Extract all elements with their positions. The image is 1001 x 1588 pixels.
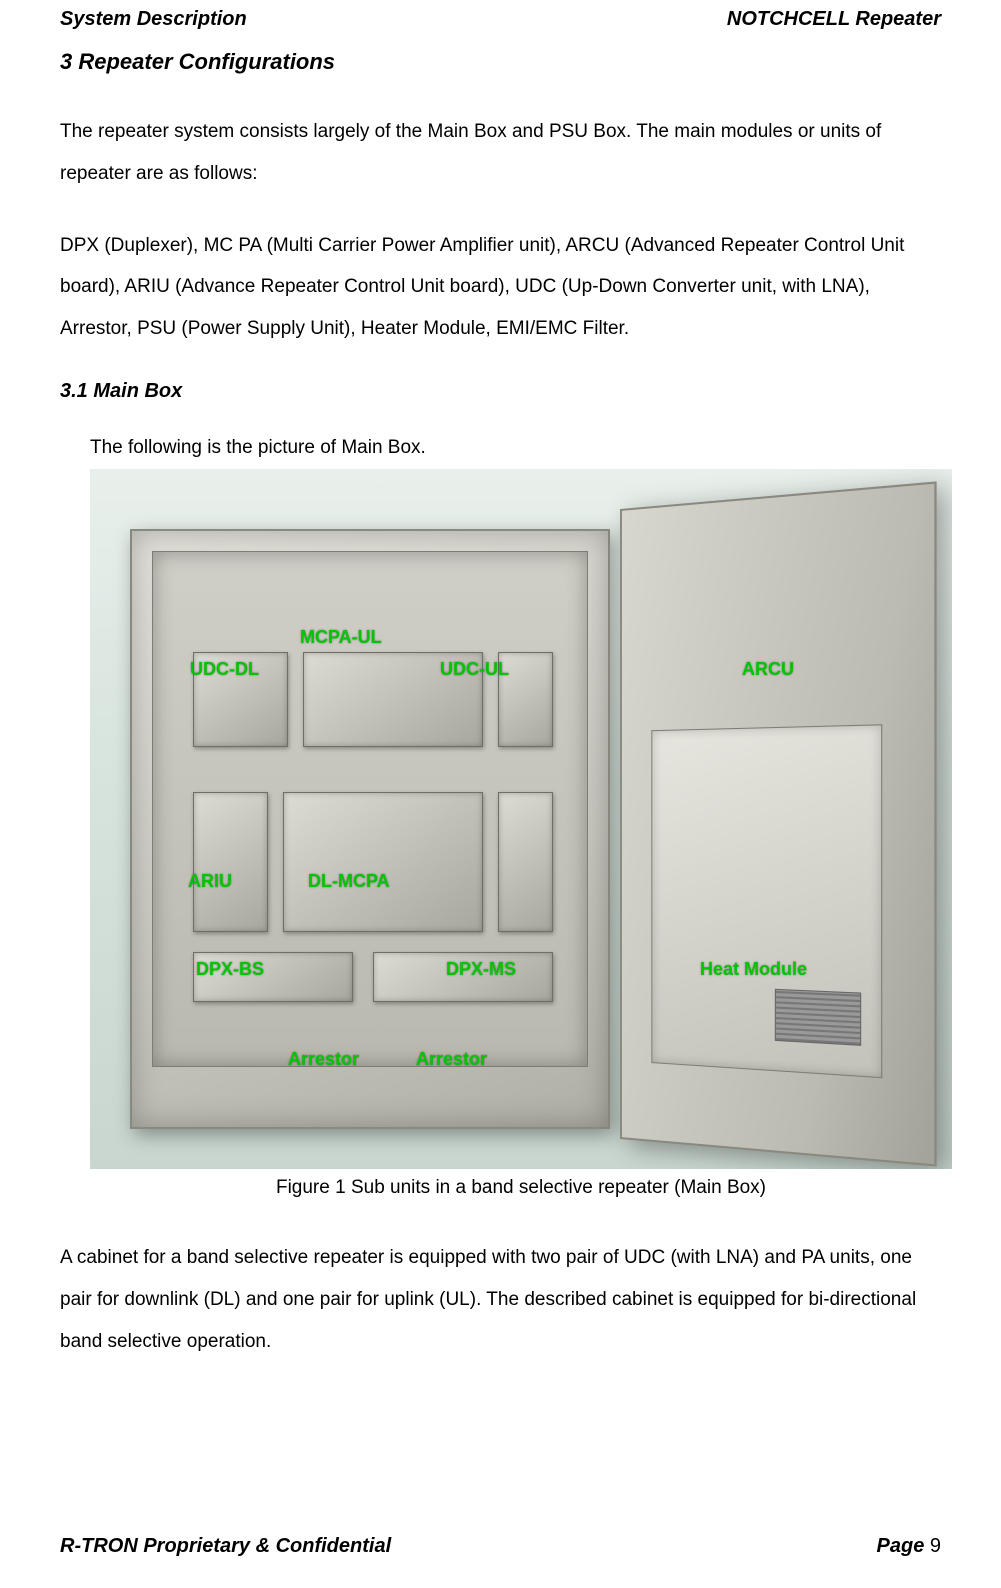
figure-intro: The following is the picture of Main Box… — [90, 437, 941, 459]
paragraph-2: DPX (Duplexer), MC PA (Multi Carrier Pow… — [60, 225, 941, 350]
figure-container: MCPA-UL UDC-DL UDC-UL ARCU ARIU DL-MCPA DPX-BS… — [90, 469, 952, 1199]
photo-label: UDC-DL — [190, 659, 259, 680]
cabinet-door — [620, 481, 937, 1166]
subsection-title: 3.1 Main Box — [60, 380, 941, 403]
vent-grille — [775, 989, 861, 1046]
running-header: System Description NOTCHCELL Repeater — [60, 8, 941, 31]
header-right: NOTCHCELL Repeater — [727, 8, 941, 31]
header-left: System Description — [60, 8, 247, 31]
module-block — [193, 792, 268, 932]
photo-label: UDC-UL — [440, 659, 509, 680]
photo-label: DL-MCPA — [308, 871, 390, 892]
main-box-photo: MCPA-UL UDC-DL UDC-UL ARCU ARIU DL-MCPA DPX-BS… — [90, 469, 952, 1169]
photo-label: ARCU — [742, 659, 794, 680]
photo-label: ARIU — [188, 871, 232, 892]
photo-label: Arrestor — [288, 1049, 359, 1070]
page: System Description NOTCHCELL Repeater 3 … — [0, 0, 1001, 1588]
paragraph-3: A cabinet for a band selective repeater … — [60, 1237, 941, 1362]
page-label: Page — [877, 1535, 930, 1557]
module-block — [283, 792, 483, 932]
photo-label: DPX-BS — [196, 959, 264, 980]
module-block — [498, 792, 553, 932]
page-number: 9 — [930, 1535, 941, 1557]
paragraph-1: The repeater system consists largely of … — [60, 111, 941, 195]
photo-label: MCPA-UL — [300, 627, 382, 648]
section-title: 3 Repeater Configurations — [60, 49, 941, 75]
figure-caption: Figure 1 Sub units in a band selective r… — [90, 1177, 952, 1199]
photo-label: DPX-MS — [446, 959, 516, 980]
footer-left: R-TRON Proprietary & Confidential — [60, 1535, 391, 1558]
door-panel — [651, 724, 882, 1078]
footer-right: Page 9 — [877, 1535, 941, 1558]
running-footer: R-TRON Proprietary & Confidential Page 9 — [60, 1535, 941, 1558]
photo-label: Heat Module — [700, 959, 807, 980]
photo-label: Arrestor — [416, 1049, 487, 1070]
cabinet-body — [130, 529, 610, 1129]
